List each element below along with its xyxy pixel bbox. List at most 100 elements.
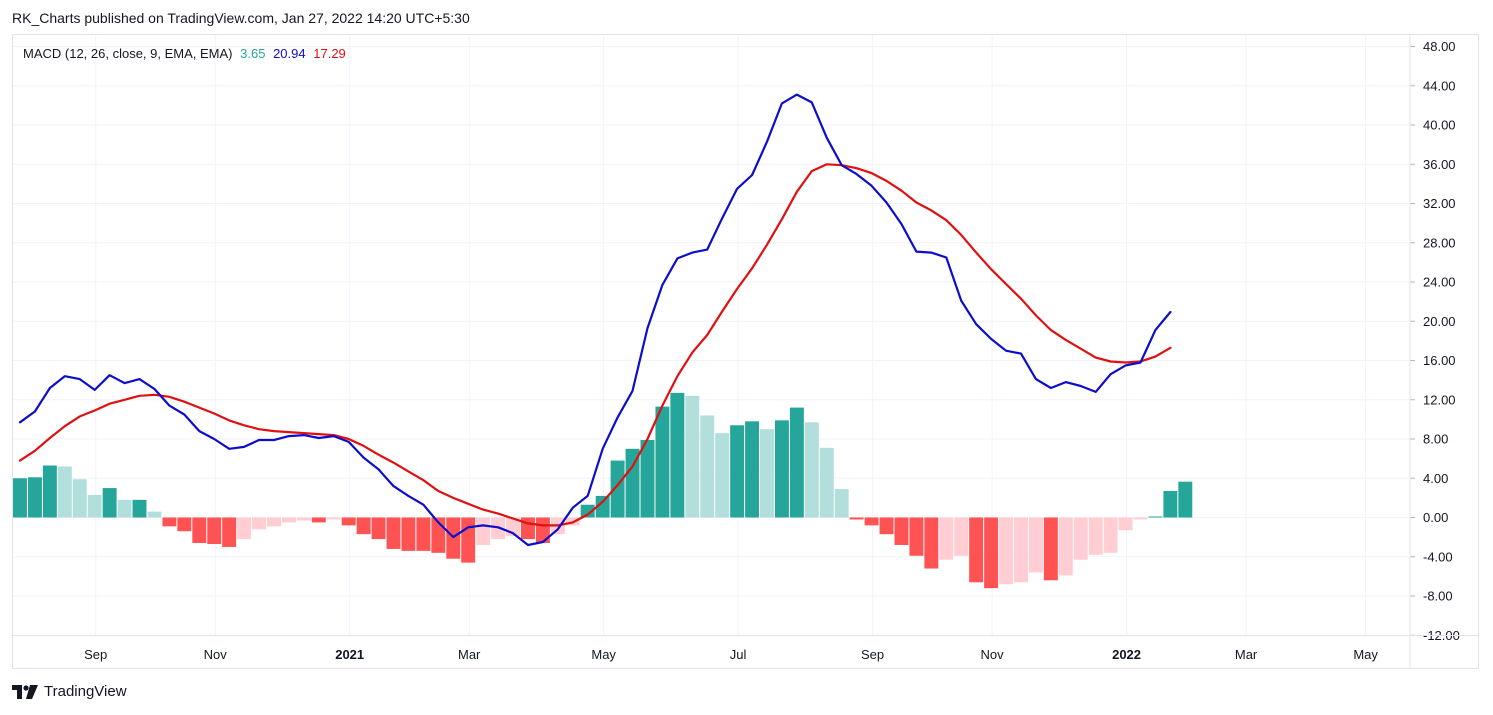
chart-frame[interactable] (12, 34, 1479, 669)
histogram-bar (371, 517, 386, 540)
histogram-bar (1073, 517, 1088, 560)
x-tick-label: Nov (204, 647, 228, 662)
signal-value: 17.29 (313, 46, 346, 61)
histogram-value: 3.65 (240, 46, 266, 61)
histogram-bar (774, 420, 789, 518)
histogram-bar (700, 415, 715, 518)
y-tick-label: -8.00 (1423, 589, 1453, 604)
histogram-bar (1178, 481, 1193, 518)
histogram-bar (356, 517, 371, 535)
x-tick-label: Jul (730, 647, 747, 662)
histogram-bar (326, 517, 341, 520)
histogram-bar (819, 447, 834, 518)
histogram-bar (789, 407, 804, 518)
histogram-bar (162, 517, 177, 527)
histogram-bar (72, 479, 87, 518)
y-tick-label: 24.00 (1423, 275, 1456, 290)
x-tick-label: May (591, 647, 616, 662)
histogram-bar (939, 517, 954, 560)
y-tick-label: 8.00 (1423, 432, 1448, 447)
histogram-bar (1133, 517, 1148, 520)
x-tick-label: Mar (458, 647, 481, 662)
x-tick-label: May (1353, 647, 1378, 662)
histogram-bar (999, 517, 1014, 585)
histogram-bar (655, 406, 670, 518)
histogram-bar (804, 422, 819, 518)
histogram-bar (1118, 517, 1133, 531)
histogram-bar (267, 517, 281, 527)
histogram-bar (625, 448, 640, 518)
y-tick-label: 0.00 (1423, 510, 1448, 525)
histogram-bar (117, 499, 132, 518)
histogram-bar (685, 395, 700, 518)
indicator-name: MACD (12, 26, close, 9, EMA, EMA) (23, 46, 233, 61)
x-tick-label: Sep (861, 647, 884, 662)
x-tick-label: Mar (1235, 647, 1258, 662)
histogram-bar (894, 517, 909, 545)
histogram-bar (87, 494, 102, 518)
histogram-bar (237, 517, 252, 540)
histogram-bar (715, 433, 730, 518)
y-tick-label: 48.00 (1423, 39, 1456, 54)
signal-line (18, 163, 1172, 527)
y-tick-label: -4.00 (1423, 549, 1453, 564)
y-tick-label: 20.00 (1423, 314, 1456, 329)
y-tick-label: 28.00 (1423, 235, 1456, 250)
histogram-bar (416, 517, 431, 551)
macd-series (18, 93, 1172, 547)
histogram-bar (984, 517, 999, 589)
histogram-bar (1088, 517, 1103, 555)
y-axis[interactable]: 48.00 44.00 40.00 36.00 32.00 28.00 24.00 20.00… (1409, 34, 1460, 669)
histogram-bar (1028, 517, 1043, 573)
histogram-bar (386, 517, 401, 549)
y-tick-label: 36.00 (1423, 157, 1456, 172)
histogram-bar (42, 465, 57, 518)
indicator-legend[interactable]: MACD (12, 26, close, 9, EMA, EMA) 3.65 2… (23, 46, 350, 61)
histogram-bar (207, 517, 222, 544)
y-tick-label: 44.00 (1423, 78, 1456, 93)
histogram-bar (192, 517, 207, 544)
histogram-bar (1163, 491, 1178, 518)
histogram-bar (580, 504, 595, 518)
histogram-bar (924, 517, 939, 569)
histogram-bar (610, 460, 625, 518)
histogram-bar (954, 517, 969, 556)
histogram-bar (595, 495, 610, 518)
tradingview-logo[interactable]: TradingView (12, 683, 127, 700)
histogram-bar (147, 511, 162, 518)
histogram-bar (745, 421, 760, 518)
histogram-bar (909, 517, 924, 556)
histogram-bar (461, 517, 476, 563)
y-tick-label: 4.00 (1423, 471, 1448, 486)
signal-series (18, 163, 1172, 527)
histogram-bar (730, 425, 745, 518)
histogram-bar (879, 517, 894, 535)
histogram-bar (13, 478, 27, 518)
histogram-bar (476, 517, 491, 545)
publish-info: RK_Charts published on TradingView.com, … (12, 10, 470, 26)
histogram-bar (1058, 517, 1073, 576)
histogram-bar (401, 517, 416, 551)
histogram-bar (640, 439, 655, 518)
histogram-bar (177, 517, 192, 532)
histogram-bar (222, 517, 237, 547)
histogram-bar (281, 517, 296, 523)
y-tick-label: 16.00 (1423, 353, 1456, 368)
x-axis[interactable]: Sep Nov 2021 Mar May Jul Sep Nov 2022 Mar May (12, 635, 1479, 663)
x-tick-label: Sep (84, 647, 107, 662)
macd-value: 20.94 (273, 46, 306, 61)
y-tick-label: 32.00 (1423, 196, 1456, 211)
histogram-bar (296, 517, 311, 521)
histogram-bar (969, 517, 984, 583)
tradingview-brand: TradingView (44, 683, 127, 700)
y-tick-label: 40.00 (1423, 118, 1456, 133)
histogram-bar (57, 466, 72, 518)
y-tick-label: 12.00 (1423, 392, 1456, 407)
histogram-bar (132, 499, 147, 518)
x-tick-label: 2022 (1112, 647, 1141, 662)
histogram-bar (849, 517, 864, 520)
histogram-bar (834, 489, 849, 518)
histogram-bar (864, 517, 879, 526)
histogram-bar (311, 517, 326, 523)
